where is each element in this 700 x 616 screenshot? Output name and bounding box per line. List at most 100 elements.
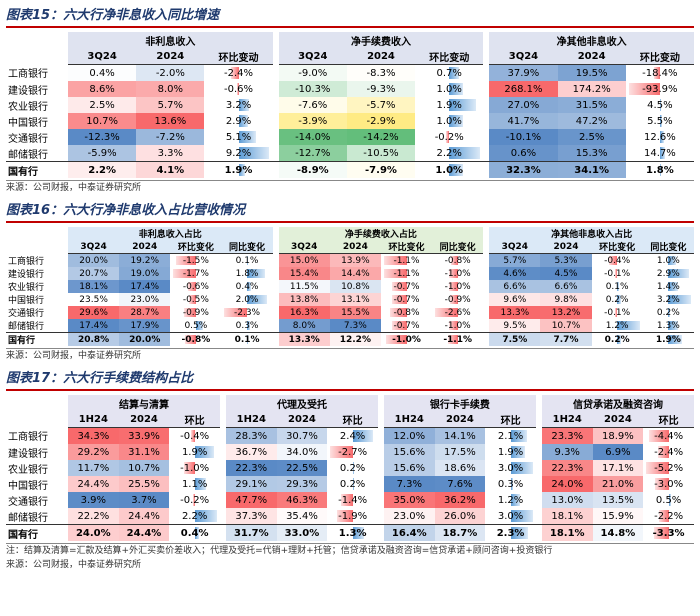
cell: 0.6% [489, 145, 558, 162]
cell: -0.5% [182, 294, 209, 305]
data-bar [192, 494, 195, 506]
data-bar [247, 295, 268, 304]
cell: 5.7% [136, 97, 205, 113]
cell: -9.0% [278, 64, 347, 81]
cell: -18.4% [642, 67, 678, 79]
cell: 30.7% [276, 427, 328, 444]
cell: 18.6% [434, 460, 486, 476]
figure-title: 图表15：六大行净非息收入同比增速 [6, 6, 694, 28]
cell: 22.3% [225, 460, 277, 476]
cell: 24.0% [541, 476, 593, 492]
group-header: 银行卡手续费 [383, 395, 536, 411]
cell: 8.0% [136, 81, 205, 97]
cell: 47.7% [225, 492, 277, 508]
data-bar [190, 430, 195, 442]
cell: -0.7% [391, 281, 420, 292]
cell: -2.6% [432, 306, 483, 319]
cell: -1.4% [338, 494, 368, 506]
cell: 2.9% [225, 115, 252, 127]
data-row: 国有行 2.2% 4.1% 1.9% -8.9% -7.9% 1.0% 32.3% 34.1% 1… [6, 161, 694, 178]
corner [6, 227, 62, 254]
group-header: 信贷承诺及融资咨询 [541, 395, 694, 411]
spacer [483, 332, 490, 346]
cell: 19.5% [557, 64, 626, 81]
data-bar [383, 269, 407, 278]
data-row: 邮储银行 22.2% 24.4% 2.2% 37.3% 35.4% -1.9% 23.0% 26… [6, 508, 694, 525]
cell: 3.2% [643, 293, 694, 306]
cell: 7.3% [329, 319, 381, 333]
spacer [377, 524, 384, 541]
cell: 13.3% [489, 306, 541, 319]
spacer [272, 332, 279, 346]
cell: -0.1% [604, 268, 631, 279]
header-row: 1H24 2024 环比 1H24 2024 环比 1H24 2024 环比 1H24 2024 环比 [6, 411, 694, 428]
group-header: 非利息收入 [68, 32, 273, 48]
spacer [272, 161, 279, 178]
cell: 24.0% [68, 524, 119, 541]
cell: 9.5% [489, 319, 541, 333]
cell: 3.9% [68, 492, 119, 508]
data-bar [659, 131, 664, 143]
cell: -12.3% [68, 129, 137, 145]
cell: 33.9% [118, 427, 170, 444]
cell: 4.1% [136, 161, 205, 178]
cell: 11.7% [68, 460, 119, 476]
cell: 1.0% [415, 161, 484, 178]
data-bar [448, 269, 458, 278]
cell: 2.1% [485, 428, 536, 445]
cell: -0.2% [434, 131, 464, 143]
figure-title: 图表16：六大行净非息收入占比营收情况 [6, 201, 694, 223]
data-bar [617, 295, 621, 304]
column-header: 3Q24 [489, 240, 541, 254]
cell: 17.5% [434, 444, 486, 460]
cell: 7.7% [540, 332, 592, 346]
group-header: 结算与清算 [68, 395, 220, 411]
cell: 19.0% [119, 267, 171, 280]
data-bar [510, 478, 513, 490]
cell: 1.9% [415, 97, 483, 113]
group-header: 净手续费收入占比 [278, 227, 484, 240]
cell: 6.6% [540, 280, 592, 293]
column-header: 2024 [557, 48, 626, 65]
spacer [535, 524, 542, 541]
cell: -10.3% [278, 81, 347, 97]
cell: 3.0% [485, 508, 536, 525]
cell: 9.2% [204, 145, 272, 162]
data-bar [448, 282, 458, 291]
cell: 2.5% [557, 129, 626, 145]
column-header: 环比 [485, 411, 536, 428]
cell: 14.8% [592, 524, 644, 541]
cell: -5.7% [346, 97, 416, 113]
cell: 0.4% [235, 281, 259, 292]
data-bar [659, 99, 662, 111]
data-bar [510, 446, 525, 458]
data-bar [247, 321, 251, 330]
cell: -0.8% [444, 255, 471, 266]
row-label: 农业银行 [8, 283, 45, 293]
cell: -3.0% [654, 478, 684, 490]
cell: 24.4% [118, 524, 170, 541]
cell: -0.9% [182, 307, 209, 318]
cell: 36.2% [434, 492, 486, 508]
row-label: 建设银行 [8, 85, 48, 97]
data-row: 建设银行 8.6% 8.0% -0.6% -10.3% -9.3% 1.0% 268.1% 17… [6, 81, 694, 97]
cell: 5.1% [204, 129, 272, 145]
header-row: 结算与清算 代理及受托 银行卡手续费 信贷承诺及融资咨询 [6, 395, 694, 411]
data-bar [329, 446, 353, 458]
cell: 2.9% [643, 267, 694, 280]
cell: 15.6% [383, 444, 435, 460]
column-header: 同比变化 [642, 240, 694, 254]
column-header: 环比 [169, 411, 220, 428]
cell: 2.0% [221, 293, 272, 306]
column-header: 环比变化 [170, 240, 222, 254]
cell: 2.4% [327, 428, 378, 445]
cell: -2.4% [224, 67, 254, 79]
cell: 15.5% [329, 306, 381, 319]
cell: 18.1% [68, 280, 120, 293]
cell: 37.3% [225, 508, 277, 525]
cell: -2.7% [327, 444, 378, 460]
data-bar [236, 83, 239, 95]
cell: 34.0% [276, 444, 328, 460]
cell: 14.1% [434, 427, 486, 444]
group-header: 净手续费收入 [278, 32, 484, 48]
